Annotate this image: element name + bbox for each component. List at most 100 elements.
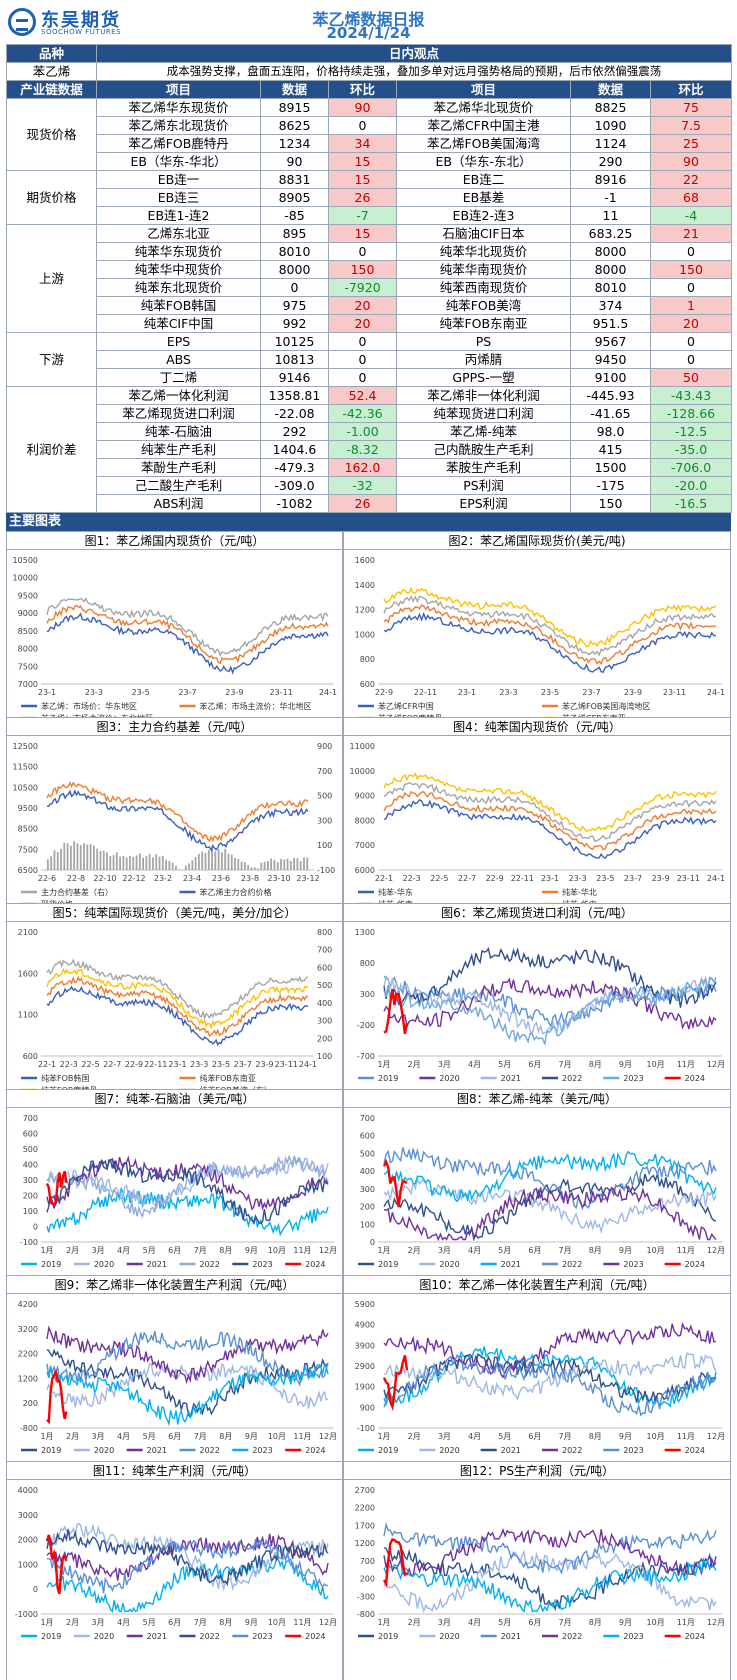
x-tick-label: 23-9 bbox=[624, 688, 642, 697]
x-tick-label: 5月 bbox=[143, 1246, 156, 1255]
y-tick-label: 200 bbox=[23, 1192, 38, 1201]
x-tick-label: 9月 bbox=[619, 1246, 632, 1255]
y-tick-label: 800 bbox=[360, 655, 375, 664]
chart-title: 图12：PS生产利润（元/吨） bbox=[344, 1462, 730, 1480]
x-tick-label: 3月 bbox=[92, 1618, 105, 1627]
basis-bar bbox=[217, 849, 220, 870]
x-tick-label: 23-5 bbox=[212, 1060, 230, 1069]
item-value: 975 bbox=[260, 296, 329, 315]
view-header: 日内观点 bbox=[95, 44, 733, 63]
x-tick-label: 8月 bbox=[219, 1618, 232, 1627]
item-value: 8905 bbox=[260, 188, 329, 207]
x-tick-label: 9月 bbox=[619, 1618, 632, 1627]
x-tick-label: 1月 bbox=[377, 1246, 390, 1255]
x-tick-label: 8月 bbox=[589, 1618, 602, 1627]
x-tick-label: 23-7 bbox=[582, 688, 600, 697]
item-value: -309.0 bbox=[260, 476, 329, 495]
legend-label: 苯乙烯CFR东南亚 bbox=[562, 713, 626, 718]
item-change: 52.4 bbox=[328, 386, 397, 405]
basis-bar bbox=[86, 844, 89, 870]
x-tick-label: 6月 bbox=[528, 1432, 541, 1441]
x-tick-label: 7月 bbox=[194, 1618, 207, 1627]
table-row: EB连三 8905 26 EB基差 -1 68 bbox=[7, 188, 733, 207]
x-tick-label: 22-9 bbox=[125, 1060, 143, 1069]
item-value: 9567 bbox=[570, 332, 651, 351]
legend-label: 2022 bbox=[200, 1260, 220, 1269]
y-tick-label: -800 bbox=[20, 1424, 38, 1433]
chart-panel: 图6：苯乙烯现货进口利润（元/吨） 1300 800 300 -200 -700 1月 2月 3… bbox=[343, 903, 731, 1090]
x-tick-label: 1月 bbox=[377, 1060, 390, 1069]
series-line bbox=[383, 799, 717, 859]
item-name: EB（华东-华北） bbox=[96, 152, 261, 171]
basis-bar bbox=[240, 861, 243, 870]
series-line bbox=[45, 1534, 68, 1595]
item-change: -706.0 bbox=[649, 458, 733, 477]
series-line bbox=[46, 781, 309, 843]
x-tick-label: 6月 bbox=[528, 1618, 541, 1627]
x-tick-label: 23-12 bbox=[296, 874, 319, 883]
legend-label: 2023 bbox=[252, 1632, 272, 1641]
x-tick-label: 22-3 bbox=[60, 1060, 78, 1069]
x-tick-label: 23-3 bbox=[190, 1060, 208, 1069]
legend-label: 2021 bbox=[147, 1632, 167, 1641]
legend-label: 苯乙烯FOB美国海湾地区 bbox=[562, 701, 650, 711]
y-tick-label: 600 bbox=[23, 1052, 38, 1061]
basis-bar bbox=[89, 844, 92, 870]
x-tick-label: 2月 bbox=[408, 1246, 421, 1255]
basis-bar bbox=[99, 850, 102, 870]
y-tick-label: 600 bbox=[23, 1130, 38, 1139]
y-tick-label: 7500 bbox=[18, 662, 38, 671]
series-line bbox=[46, 958, 309, 1021]
basis-bar bbox=[250, 867, 253, 870]
basis-bar bbox=[299, 861, 302, 870]
item-change: 15 bbox=[328, 152, 397, 171]
y-tick-label: 1000 bbox=[18, 1560, 38, 1569]
x-tick-label: 23-1 bbox=[541, 874, 559, 883]
legend-label: 纯苯FOB美湾（右） bbox=[200, 1085, 272, 1090]
basis-bar bbox=[273, 859, 276, 870]
y-tick-label: -700 bbox=[357, 1052, 375, 1061]
item-name: 苯乙烯FOB鹿特丹 bbox=[96, 134, 261, 153]
x-tick-label: 11月 bbox=[293, 1618, 311, 1627]
legend-label: 纯苯-华北 bbox=[562, 887, 597, 897]
basis-bar bbox=[234, 857, 236, 870]
legend-label: 2019 bbox=[378, 1446, 398, 1455]
basis-bar bbox=[53, 850, 56, 870]
x-tick-label: 2月 bbox=[408, 1618, 421, 1627]
logo-mark-icon bbox=[8, 8, 36, 36]
chart-title: 图6：苯乙烯现货进口利润（元/吨） bbox=[344, 904, 730, 922]
basis-bar bbox=[178, 869, 181, 870]
x-tick-label: 22-9 bbox=[375, 688, 393, 697]
item-change: -12.5 bbox=[649, 422, 733, 441]
category-cell: 现货价格 bbox=[6, 98, 97, 171]
legend-label: 2020 bbox=[94, 1446, 114, 1455]
x-tick-label: 4月 bbox=[117, 1432, 130, 1441]
x-tick-label: 12月 bbox=[707, 1246, 725, 1255]
series-line bbox=[46, 612, 329, 675]
y-tick-label: 1000 bbox=[355, 630, 375, 639]
col-chg-left: 环比 bbox=[328, 80, 397, 99]
series-line bbox=[383, 1322, 717, 1379]
y-tick-label: -300 bbox=[357, 1592, 375, 1601]
series-line bbox=[46, 967, 309, 1030]
y-tick-label: 300 bbox=[360, 1185, 375, 1194]
x-tick-label: 23-11 bbox=[663, 688, 686, 697]
item-value: 8915 bbox=[260, 98, 329, 117]
series-line bbox=[383, 977, 717, 1030]
item-name: 苯乙烯华北现货价 bbox=[396, 98, 571, 117]
legend-label: 苯乙烯：市场主流价：东北地区 bbox=[41, 713, 153, 718]
basis-bar bbox=[207, 849, 210, 870]
y-tick-label: 700 bbox=[360, 1114, 375, 1123]
legend-label: 2022 bbox=[562, 1074, 582, 1083]
series-line bbox=[46, 1370, 68, 1425]
x-tick-label: 1月 bbox=[40, 1432, 53, 1441]
x-tick-label: 24-1 bbox=[707, 874, 725, 883]
table-row: 苯乙烯现货进口利润 -22.08 -42.36 纯苯现货进口利润 -41.65 -128.… bbox=[7, 404, 733, 423]
x-tick-label: 23-3 bbox=[85, 688, 103, 697]
x-tick-label: 23-5 bbox=[541, 688, 559, 697]
chart-title: 图1：苯乙烯国内现货价（元/吨） bbox=[7, 532, 342, 550]
item-name: 纯苯-石脑油 bbox=[96, 422, 261, 441]
basis-bar bbox=[112, 855, 115, 870]
